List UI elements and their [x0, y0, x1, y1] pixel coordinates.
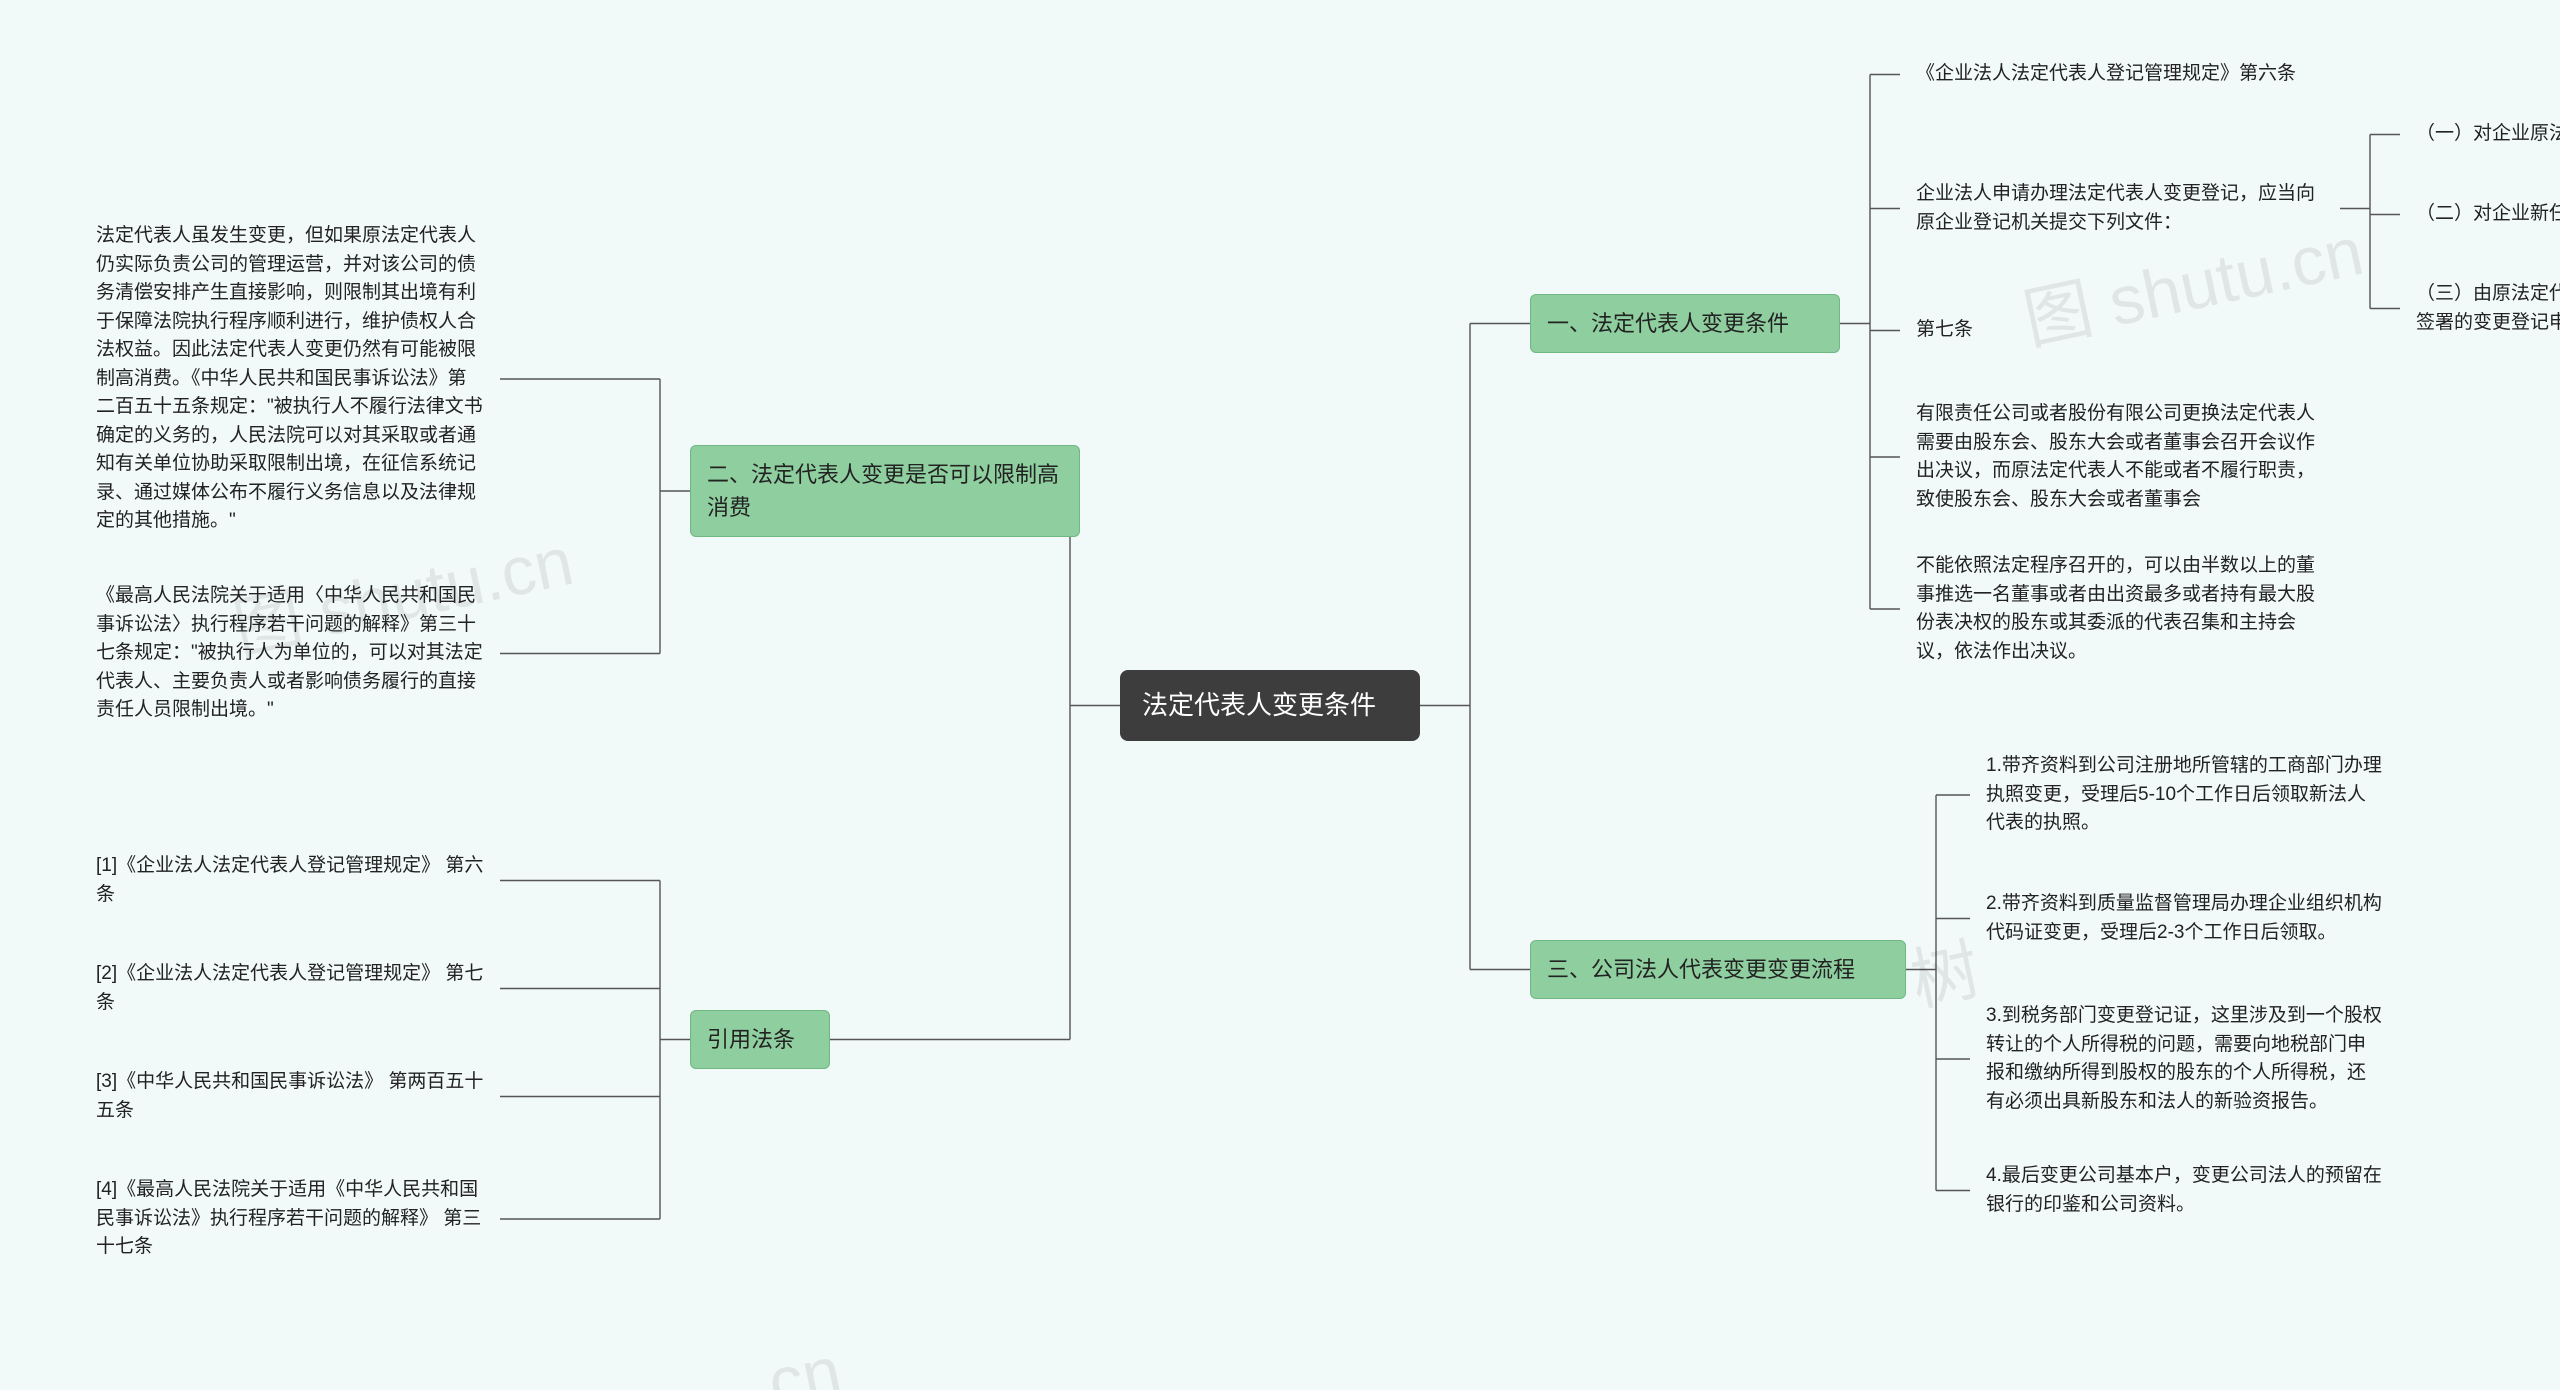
leaf-node: [1]《企业法人法定代表人登记管理规定》 第六条: [80, 840, 500, 921]
leaf-node: 《最高人民法院关于适用〈中华人民共和国民事诉讼法〉执行程序若干问题的解释》第三十…: [80, 570, 500, 737]
root-node[interactable]: 法定代表人变更条件: [1120, 670, 1420, 741]
mindmap-canvas: 图 shutu.cn图 shutu.cn树.cn法定代表人变更条件一、法定代表人…: [0, 0, 2560, 1390]
leaf-node: 法定代表人虽发生变更，但如果原法定代表人仍实际负责公司的管理运营，并对该公司的债…: [80, 210, 500, 548]
leaf-node: [3]《中华人民共和国民事诉讼法》 第两百五十五条: [80, 1056, 500, 1137]
leaf-node: （三）由原法定代表人或者拟任法定代表人签署的变更登记申请书: [2400, 268, 2560, 349]
branch-node[interactable]: 二、法定代表人变更是否可以限制高消费: [690, 445, 1080, 537]
leaf-node: 《企业法人法定代表人登记管理规定》第六条: [1900, 48, 2330, 101]
leaf-node: 第七条: [1900, 304, 2000, 357]
leaf-node: 不能依照法定程序召开的，可以由半数以上的董事推选一名董事或者由出资最多或者持有最…: [1900, 540, 2340, 678]
leaf-node: 2.带齐资料到质量监督管理局办理企业组织机构代码证变更，受理后2-3个工作日后领…: [1970, 878, 2400, 959]
watermark: .cn: [743, 1331, 848, 1390]
leaf-node: [4]《最高人民法院关于适用《中华人民共和国民事诉讼法》执行程序若干问题的解释》…: [80, 1164, 500, 1274]
leaf-node: 有限责任公司或者股份有限公司更换法定代表人需要由股东会、股东大会或者董事会召开会…: [1900, 388, 2340, 526]
leaf-node: 4.最后变更公司基本户，变更公司法人的预留在银行的印鉴和公司资料。: [1970, 1150, 2400, 1231]
leaf-node: 3.到税务部门变更登记证，这里涉及到一个股权转让的个人所得税的问题，需要向地税部…: [1970, 990, 2400, 1128]
leaf-node: 1.带齐资料到公司注册地所管辖的工商部门办理执照变更，受理后5-10个工作日后领…: [1970, 740, 2400, 850]
leaf-node: （二）对企业新任法定代表人的任职文件: [2400, 188, 2560, 241]
branch-node[interactable]: 三、公司法人代表变更变更流程: [1530, 940, 1906, 999]
leaf-node: [2]《企业法人法定代表人登记管理规定》 第七条: [80, 948, 500, 1029]
leaf-node: （一）对企业原法定代表人的免职文件: [2400, 108, 2560, 161]
branch-node[interactable]: 一、法定代表人变更条件: [1530, 294, 1840, 353]
leaf-node: 企业法人申请办理法定代表人变更登记，应当向原企业登记机关提交下列文件：: [1900, 168, 2340, 249]
branch-node[interactable]: 引用法条: [690, 1010, 830, 1069]
